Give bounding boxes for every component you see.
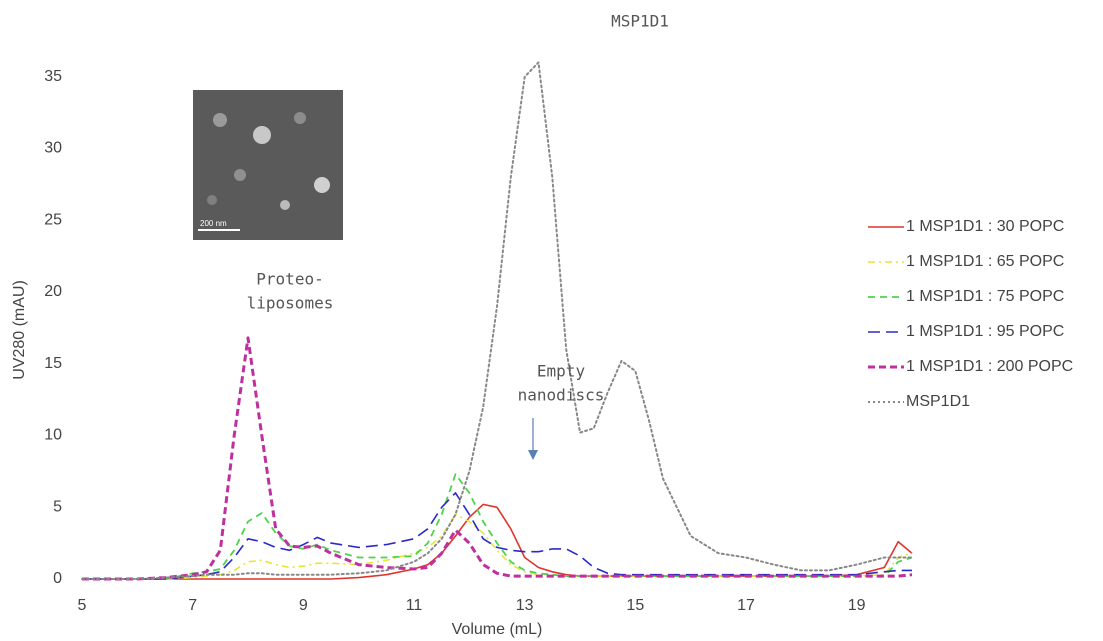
series-line bbox=[82, 336, 913, 581]
inset-particle bbox=[294, 112, 306, 124]
legend-label: 1 MSP1D1 : 30 POPC bbox=[906, 218, 1064, 235]
y-tick-label: 25 bbox=[44, 211, 62, 228]
inset-background bbox=[193, 90, 343, 240]
legend-label: 1 MSP1D1 : 75 POPC bbox=[906, 288, 1064, 305]
y-tick-label: 30 bbox=[44, 140, 62, 157]
annotation: MSP1D1 bbox=[611, 12, 669, 31]
x-tick-label: 5 bbox=[78, 597, 87, 614]
x-axis-label: Volume (mL) bbox=[452, 621, 543, 638]
inset-image: 200 nm bbox=[193, 90, 343, 240]
y-tick-label: 10 bbox=[44, 427, 62, 444]
x-tick-label: 7 bbox=[188, 597, 197, 614]
legend-label: 1 MSP1D1 : 200 POPC bbox=[906, 358, 1073, 375]
x-tick-label: 11 bbox=[406, 597, 423, 614]
y-axis-label: UV280 (mAU) bbox=[11, 280, 28, 380]
y-tick-label: 5 bbox=[53, 498, 62, 515]
arrow-head bbox=[528, 450, 538, 460]
inset-particle bbox=[314, 177, 330, 193]
y-tick-label: 35 bbox=[44, 68, 62, 85]
series-line bbox=[82, 492, 912, 580]
x-tick-label: 9 bbox=[299, 597, 308, 614]
y-tick-label: 15 bbox=[44, 355, 62, 372]
y-tick-label: 20 bbox=[44, 283, 62, 300]
legend-label: MSP1D1 bbox=[906, 393, 970, 410]
y-tick-label: 0 bbox=[53, 570, 62, 587]
inset-particle bbox=[234, 169, 246, 181]
series-line bbox=[81, 61, 913, 580]
annotation: Proteo- bbox=[256, 270, 323, 289]
x-tick-label: 17 bbox=[737, 597, 755, 614]
inset-particle bbox=[280, 200, 290, 210]
annotation: Empty bbox=[537, 362, 586, 381]
inset-particle bbox=[213, 113, 227, 127]
legend-label: 1 MSP1D1 : 65 POPC bbox=[906, 253, 1064, 270]
annotation: liposomes bbox=[247, 294, 334, 313]
inset-label: 200 nm bbox=[200, 219, 227, 228]
x-tick-label: 13 bbox=[516, 597, 534, 614]
legend-label: 1 MSP1D1 : 95 POPC bbox=[906, 323, 1064, 340]
x-tick-label: 19 bbox=[848, 597, 866, 614]
inset-particle bbox=[207, 195, 217, 205]
annotation: nanodiscs bbox=[518, 386, 605, 405]
series-line bbox=[82, 473, 913, 580]
inset-particle bbox=[253, 126, 271, 144]
x-tick-label: 15 bbox=[626, 597, 644, 614]
